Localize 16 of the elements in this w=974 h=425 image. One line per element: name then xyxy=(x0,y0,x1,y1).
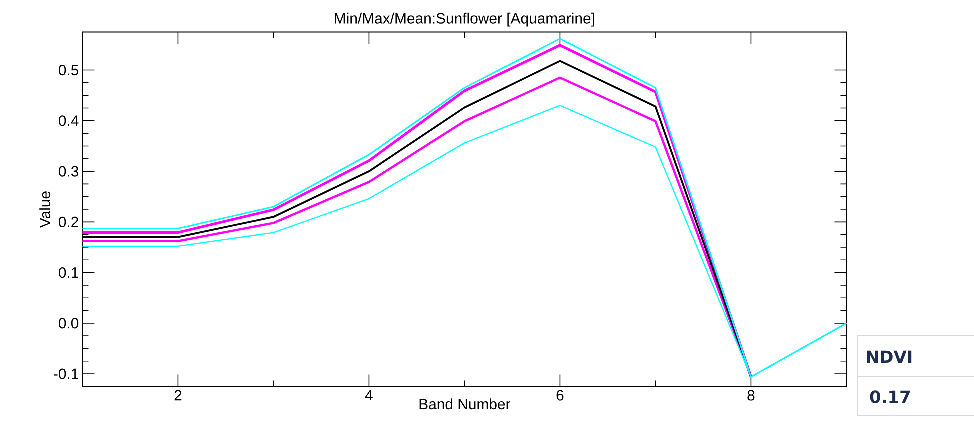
text: 0.17 xyxy=(870,390,910,404)
y-tick-label: 0.2 xyxy=(58,216,78,228)
chart-title: Min/Max/Mean:Sunflower [Aquamarine] xyxy=(335,12,594,27)
y-axis-title: Value xyxy=(40,192,51,228)
y-tick-label: 0.5 xyxy=(58,64,79,76)
x-tick-label: 2 xyxy=(174,390,182,401)
x-axis-title: Band Number xyxy=(420,398,511,410)
y-tick-label: 0.3 xyxy=(58,166,79,177)
y-tick-label: 0.4 xyxy=(58,116,79,126)
x-tick-label: 6 xyxy=(556,390,564,401)
x-tick-label: 8 xyxy=(748,390,755,401)
y-tick-label: 0.0 xyxy=(58,318,79,329)
x-tick-label: 4 xyxy=(365,390,373,401)
y-tick-label: -0.1 xyxy=(54,368,78,380)
text: NDVI xyxy=(867,350,912,364)
y-tick-label: 0.1 xyxy=(58,268,78,278)
